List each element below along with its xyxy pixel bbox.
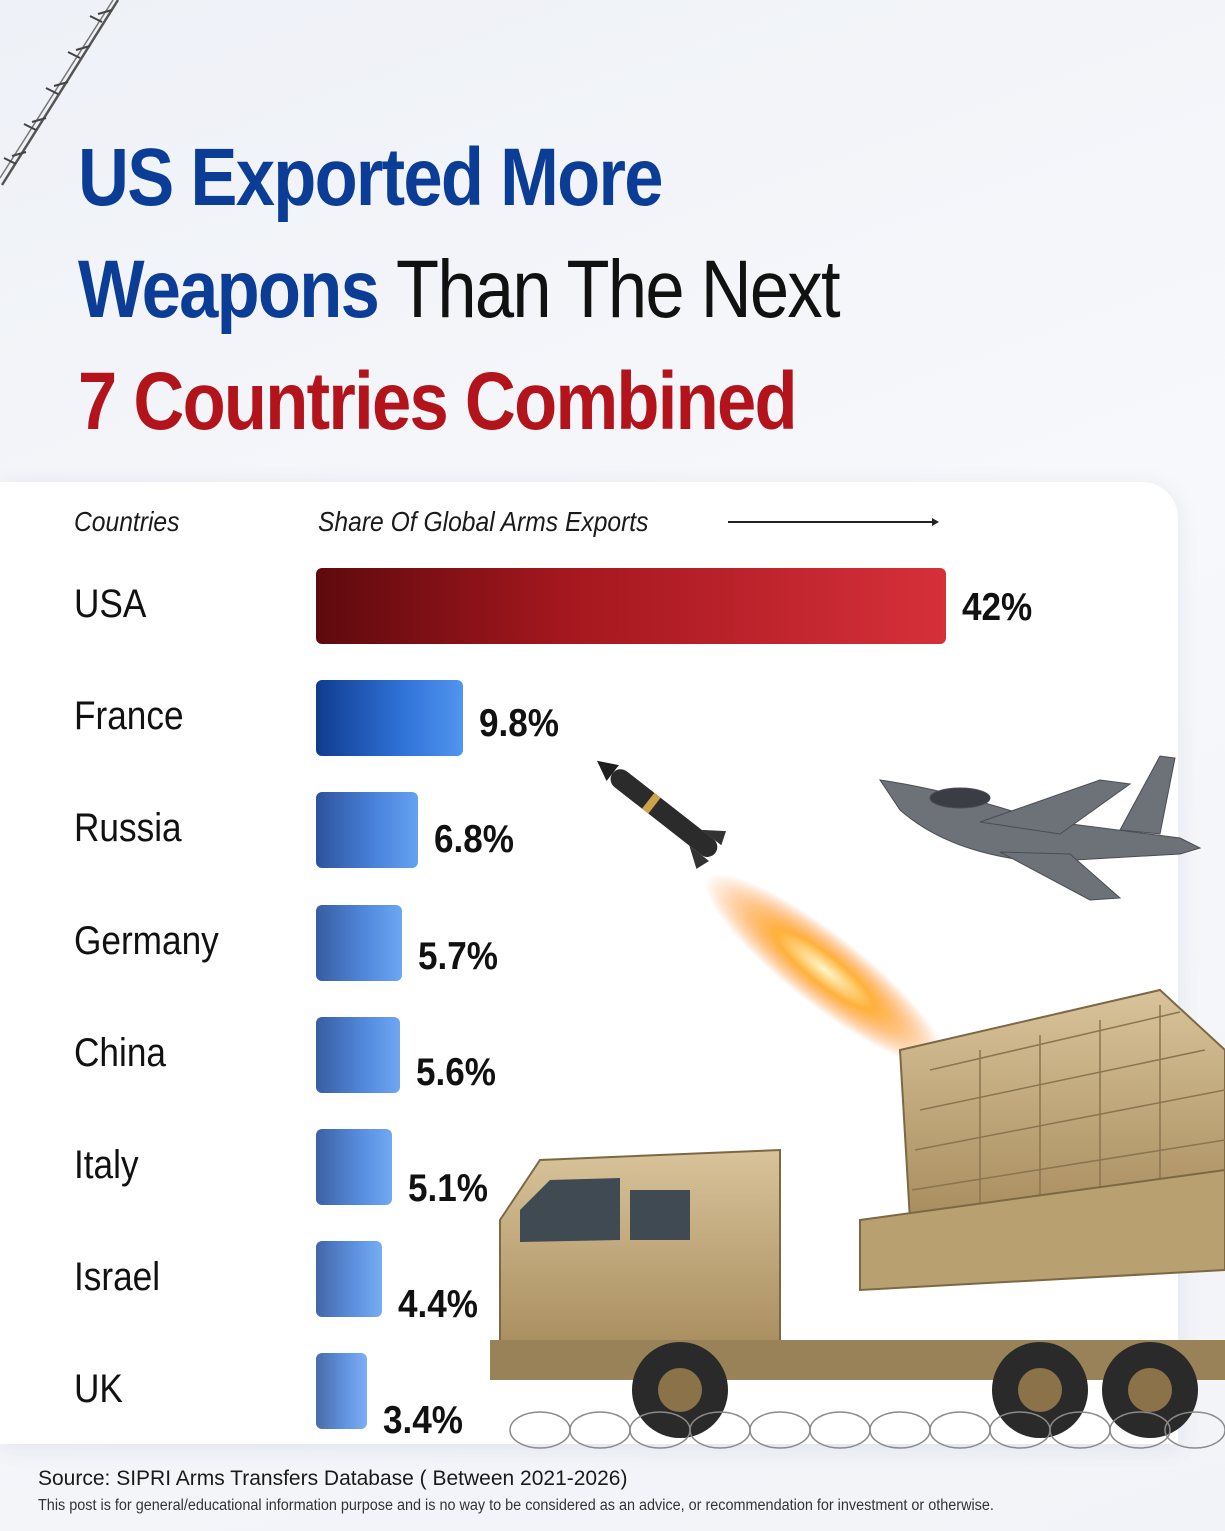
bar-uk	[316, 1353, 367, 1430]
disclaimer-text: This post is for general/educational inf…	[38, 1497, 994, 1514]
country-label-china: China	[74, 1030, 166, 1075]
title-line-1: US Exported More	[78, 132, 663, 223]
value-label-uk: 3.4%	[383, 1399, 464, 1443]
page-title: US Exported More Weapons Than The Next 7…	[78, 122, 841, 458]
value-label-china: 5.6%	[416, 1050, 497, 1094]
value-label-france: 9.8%	[479, 702, 560, 746]
value-label-usa: 42%	[962, 586, 1033, 629]
bar-italy	[316, 1129, 392, 1205]
bar-china	[316, 1016, 400, 1093]
country-label-israel: Israel	[74, 1255, 161, 1300]
category-header: Countries	[74, 506, 180, 537]
title-line-2: Than The Next	[396, 244, 841, 335]
value-label-italy: 5.1%	[408, 1167, 489, 1210]
source-note: Source: SIPRI Arms Transfers Database ( …	[38, 1467, 628, 1490]
country-label-usa: USA	[74, 582, 147, 626]
missile-icon	[596, 760, 726, 869]
arrow-right-icon	[728, 518, 939, 526]
razor-wire-decoration	[509, 1411, 1225, 1449]
country-label-uk: UK	[74, 1367, 123, 1412]
value-label-israel: 4.4%	[398, 1283, 479, 1327]
rocket-launcher-truck-icon	[490, 988, 1225, 1438]
bar-israel	[316, 1241, 382, 1318]
country-label-france: France	[74, 694, 184, 739]
value-header: Share Of Global Arms Exports	[318, 506, 649, 537]
country-label-russia: Russia	[74, 806, 182, 851]
country-label-italy: Italy	[74, 1143, 139, 1187]
bar-usa	[316, 568, 946, 644]
country-label-germany: Germany	[74, 918, 219, 963]
bar-france	[316, 680, 463, 757]
value-label-russia: 6.8%	[434, 818, 515, 862]
bar-russia	[316, 792, 418, 869]
weapons-illustration	[490, 755, 1225, 1449]
fighter-jet-icon	[878, 755, 1202, 901]
barbed-wire-decoration	[0, 0, 120, 186]
title-line-3: 7 Countries Combined	[78, 356, 798, 447]
title-highlight-word: Weapons	[78, 244, 380, 335]
value-label-germany: 5.7%	[418, 934, 499, 978]
bar-germany	[316, 904, 402, 981]
